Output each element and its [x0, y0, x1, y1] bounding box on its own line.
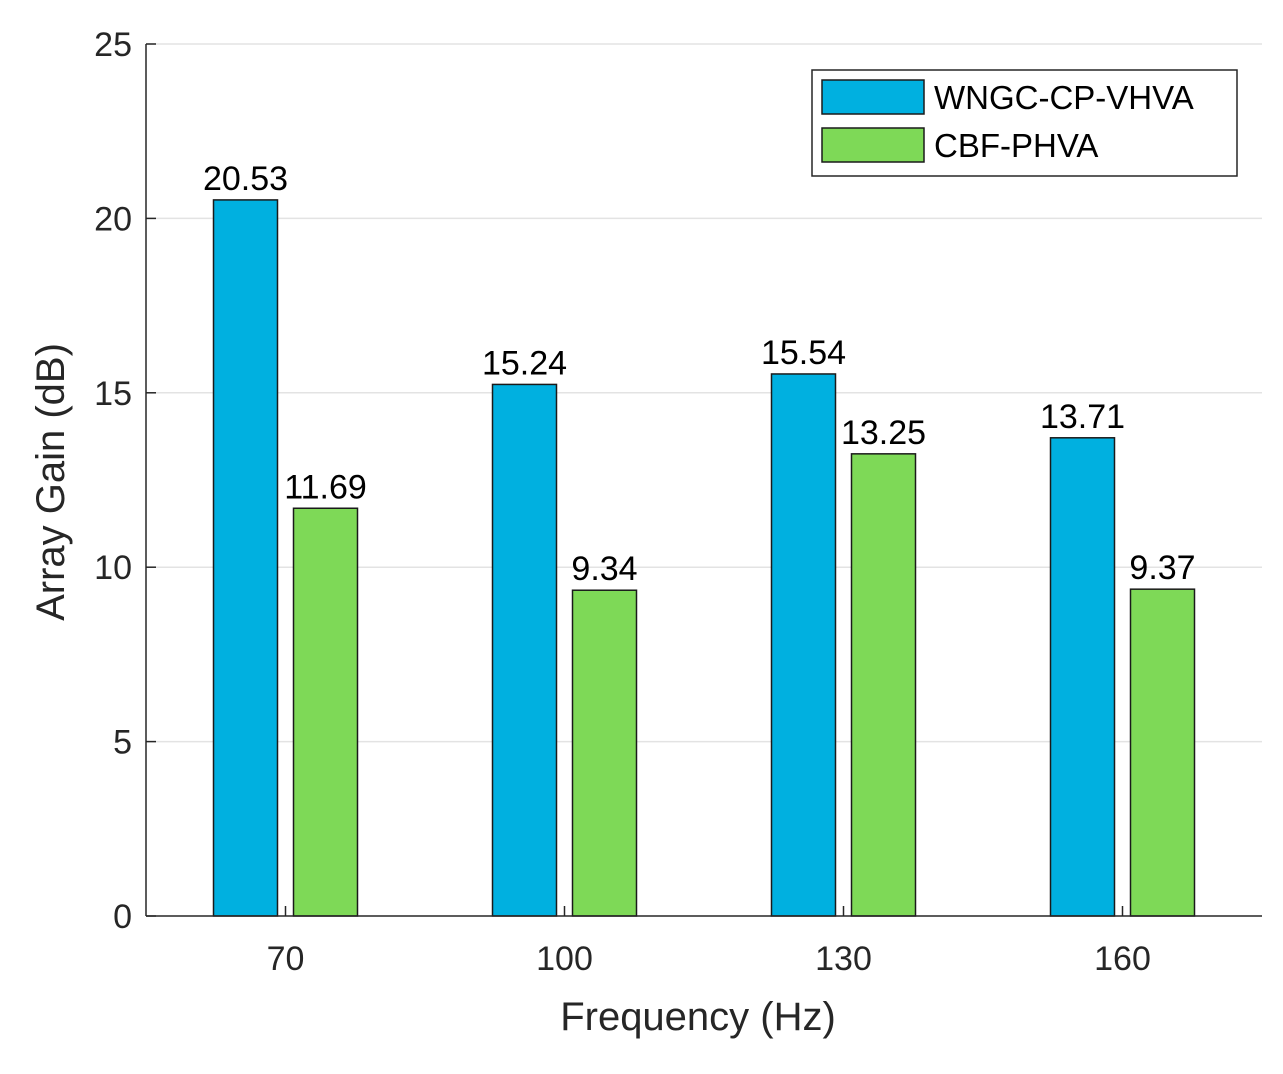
- x-tick-label: 160: [1094, 940, 1151, 978]
- data-label: 13.25: [841, 414, 926, 452]
- x-tick-label: 70: [267, 940, 305, 978]
- legend-swatch: [821, 127, 925, 163]
- legend-swatch: [821, 79, 925, 115]
- y-tick-label: 15: [94, 375, 132, 413]
- bar-cbf-phva-160: [1129, 588, 1196, 917]
- x-axis-title: Frequency (Hz): [560, 995, 836, 1039]
- bar-cbf-phva-70: [292, 507, 359, 917]
- y-tick-label: 25: [94, 26, 132, 64]
- data-label: 9.37: [1129, 549, 1195, 587]
- bar-cbf-phva-100: [571, 589, 638, 917]
- bar-wngc-cp-vhva-130: [770, 373, 837, 917]
- axes: [145, 44, 1262, 917]
- data-label: 20.53: [203, 160, 288, 198]
- x-tick-label: 100: [536, 940, 593, 978]
- x-axis-ticks: 70 100 130 160: [267, 906, 1151, 978]
- data-label: 15.54: [761, 334, 846, 372]
- data-label: 13.71: [1040, 398, 1125, 436]
- x-tick-label: 130: [815, 940, 872, 978]
- bar-cbf-phva-130: [850, 453, 917, 917]
- legend-label: CBF-PHVA: [934, 127, 1098, 164]
- data-label: 11.69: [284, 468, 367, 506]
- y-tick-label: 10: [94, 549, 132, 587]
- y-tick-label: 5: [113, 724, 132, 762]
- y-axis-title: Array Gain (dB): [29, 343, 73, 621]
- bar-wngc-cp-vhva-70: [212, 199, 279, 917]
- y-tick-label: 20: [94, 200, 132, 238]
- legend-label: WNGC-CP-VHVA: [934, 79, 1194, 116]
- bars: [212, 199, 1196, 917]
- legend: WNGC-CP-VHVA CBF-PHVA: [811, 69, 1238, 177]
- y-axis-ticks: 0 5 10 15 20 25: [94, 26, 156, 936]
- data-label: 15.24: [482, 344, 567, 382]
- y-tick-label: 0: [113, 898, 132, 936]
- bar-wngc-cp-vhva-100: [491, 383, 558, 917]
- data-label: 9.34: [571, 550, 637, 588]
- bar-wngc-cp-vhva-160: [1049, 437, 1116, 917]
- data-labels: 20.53 11.69 15.24 9.34 15.54 13.25 13.71 9.37: [203, 160, 1196, 588]
